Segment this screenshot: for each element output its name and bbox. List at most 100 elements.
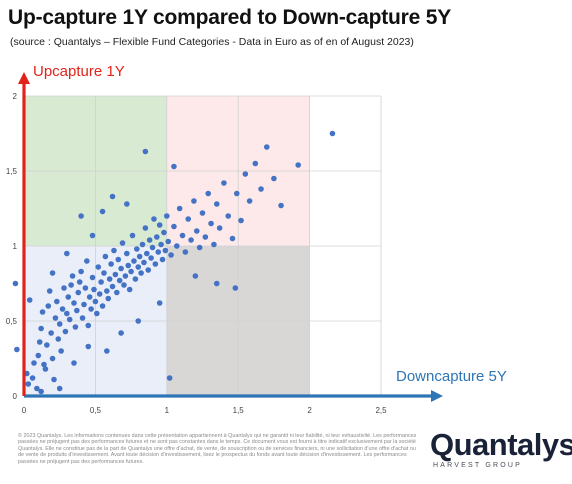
data-point [166, 375, 173, 381]
data-point [238, 217, 244, 224]
data-point [122, 273, 129, 279]
data-point [104, 348, 110, 354]
data-point [213, 280, 220, 287]
data-point [141, 259, 147, 266]
data-point [78, 268, 84, 275]
data-point [105, 295, 112, 302]
data-point [124, 201, 130, 207]
x-axis-arrowhead [431, 390, 443, 402]
y-tick-label: 0 [13, 392, 18, 401]
data-point [145, 267, 152, 273]
data-point [159, 256, 166, 263]
data-point [89, 274, 96, 281]
data-point [12, 280, 19, 287]
x-tick-label: 0 [22, 406, 27, 415]
data-point [129, 232, 136, 239]
axes-layer [18, 72, 443, 402]
data-point [31, 360, 37, 366]
data-point [155, 249, 162, 255]
data-point [138, 270, 144, 276]
data-point [116, 277, 123, 284]
y-tick-label: 2 [13, 92, 18, 101]
data-point [114, 289, 120, 296]
data-point [35, 352, 42, 359]
data-point [64, 310, 70, 317]
data-point [225, 213, 232, 219]
data-point [118, 330, 124, 336]
data-point [142, 225, 149, 231]
data-point [64, 250, 70, 257]
data-point [263, 144, 270, 150]
data-point [176, 205, 183, 212]
data-point [74, 307, 80, 314]
data-point [115, 256, 122, 263]
data-point [246, 198, 253, 204]
logo-wordmark: Quantalys [430, 427, 572, 462]
data-point [99, 303, 106, 309]
data-point [232, 285, 239, 291]
data-point [69, 273, 76, 279]
data-point [95, 264, 102, 270]
data-point [102, 253, 109, 260]
data-point [119, 240, 126, 246]
x-tick-label: 0,5 [90, 406, 102, 415]
data-point [205, 190, 212, 197]
data-point [202, 234, 209, 240]
data-point [106, 276, 113, 282]
data-point [173, 243, 180, 249]
data-point [148, 255, 154, 261]
data-point [192, 273, 199, 279]
data-point [58, 348, 64, 354]
data-point [139, 241, 146, 248]
data-point [54, 298, 60, 305]
data-point [199, 210, 206, 216]
data-point [85, 343, 92, 350]
x-axis-label: Downcapture 5Y [396, 368, 507, 385]
data-point [136, 253, 143, 260]
data-point [49, 355, 56, 362]
data-point [132, 276, 139, 282]
data-point [71, 360, 77, 366]
data-point [144, 250, 150, 257]
data-point [29, 375, 36, 381]
data-point [109, 193, 116, 200]
data-point [118, 265, 124, 272]
data-point [154, 234, 160, 240]
data-point [109, 283, 116, 290]
scatter-chart: 0 0,5 1 1,5 2 2,5 0 0,5 1 1,5 2 Upcapture 1Y Downc… [6, 63, 507, 415]
data-point [42, 366, 49, 372]
data-point [59, 306, 66, 312]
data-point [126, 286, 133, 293]
data-point [78, 213, 84, 219]
data-point [99, 208, 106, 215]
data-point [71, 300, 77, 306]
data-point [124, 250, 130, 257]
data-point [216, 225, 223, 231]
chart-title: Up-capture 1Y compared to Down-capture 5… [8, 6, 452, 29]
data-point [161, 229, 167, 236]
data-point [329, 130, 336, 137]
data-point [171, 163, 177, 170]
data-point [233, 190, 240, 197]
data-point [72, 324, 79, 330]
data-point [68, 282, 74, 288]
data-point [252, 160, 259, 167]
data-point [128, 268, 134, 275]
data-point [52, 315, 59, 321]
data-point [14, 346, 20, 353]
data-point [108, 261, 114, 267]
points-layer [12, 130, 336, 395]
data-point [171, 223, 177, 230]
data-point [45, 303, 52, 309]
data-point [142, 148, 149, 155]
data-point [38, 325, 44, 332]
data-point [26, 297, 33, 303]
data-point [156, 300, 163, 306]
data-point [196, 244, 203, 251]
data-point [55, 336, 62, 342]
data-point [182, 249, 189, 255]
data-point [44, 342, 50, 348]
ticks-layer: 0 0,5 1 1,5 2 2,5 0 0,5 1 1,5 2 [6, 92, 387, 415]
data-point [146, 237, 153, 243]
data-point [158, 241, 164, 248]
